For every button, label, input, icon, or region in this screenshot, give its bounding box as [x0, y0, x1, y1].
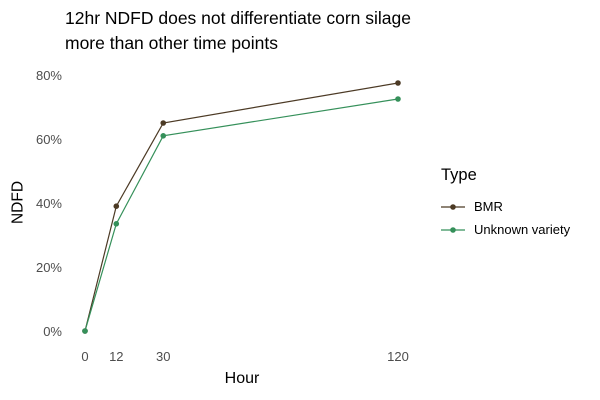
series-point: [395, 80, 401, 86]
x-tick-label: 0: [81, 349, 89, 364]
series-point: [160, 133, 167, 139]
legend-entry-0: BMR: [441, 195, 570, 218]
legend-label: BMR: [474, 199, 503, 214]
series-point: [113, 221, 120, 227]
series-line-0: [84, 82, 399, 332]
chart-title: 12hr NDFD does not differentiate corn si…: [65, 8, 411, 53]
x-axis-title: Hour: [224, 370, 260, 387]
legend-entries: BMR Unknown variety: [441, 195, 570, 241]
y-tick-label: 20%: [35, 260, 62, 275]
legend-key-icon: [441, 203, 465, 210]
series-point: [395, 96, 401, 102]
legend-label: Unknown variety: [474, 222, 571, 237]
series-point: [160, 120, 167, 126]
x-tick-label: 120: [387, 349, 409, 364]
y-tick-label: 60%: [35, 132, 62, 147]
x-tick-label: 30: [156, 349, 171, 364]
legend: Type BMR Unknown variety: [441, 165, 570, 241]
x-tick-label: 12: [109, 349, 124, 364]
series-point: [82, 328, 88, 334]
legend-entry-1: Unknown variety: [441, 218, 570, 241]
series-point: [82, 328, 88, 334]
y-tick-label: 0%: [43, 324, 62, 339]
legend-key-icon: [441, 226, 465, 233]
legend-title: Type: [441, 166, 477, 184]
y-tick-label: 80%: [35, 68, 62, 83]
y-tick-label: 40%: [35, 196, 62, 211]
series-line-1: [84, 98, 399, 332]
series-point: [113, 203, 120, 209]
